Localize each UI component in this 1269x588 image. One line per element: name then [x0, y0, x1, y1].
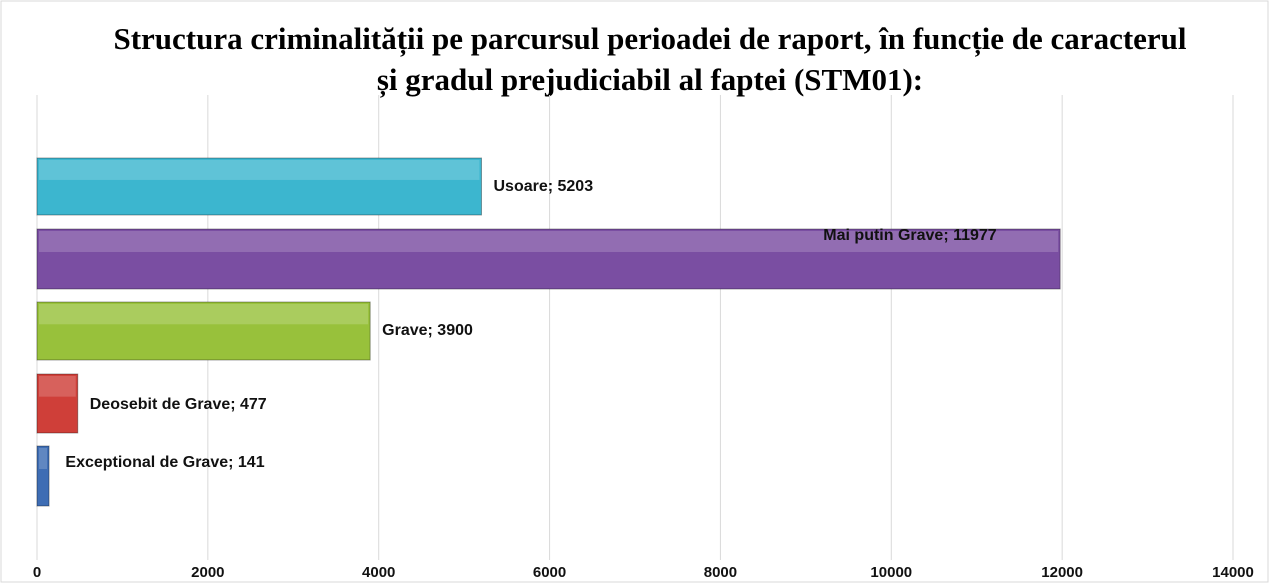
- bar-highlight: [39, 376, 76, 397]
- bar-highlight: [39, 231, 1059, 252]
- data-label: Exceptional de Grave; 141: [65, 454, 265, 471]
- bar: [36, 373, 79, 434]
- title-box: Structura criminalității pe parcursul pe…: [113, 21, 1187, 97]
- bar-highlight: [39, 448, 48, 469]
- x-tick-label: 6000: [533, 564, 566, 581]
- data-label: Deosebit de Grave; 477: [89, 396, 267, 413]
- bar: [36, 228, 1061, 290]
- bar-highlight: [39, 160, 480, 180]
- data-label: Grave; 3900: [382, 322, 473, 339]
- x-tick-label: 10000: [870, 564, 912, 581]
- data-label-box: Exceptional de Grave; 141: [65, 454, 265, 471]
- data-label: Usoare; 5203: [493, 178, 594, 195]
- data-label-box: Usoare; 5203: [493, 178, 594, 195]
- x-tick-label: 8000: [704, 564, 737, 581]
- x-tick-label: 2000: [191, 564, 224, 581]
- data-label-box: Deosebit de Grave; 477: [89, 396, 267, 413]
- bar: [36, 445, 50, 507]
- data-label-box: Grave; 3900: [382, 322, 473, 339]
- bar-highlight: [39, 304, 369, 325]
- bar: [36, 301, 371, 361]
- data-label-box: Mai putin Grave; 11977: [823, 227, 997, 244]
- bar: [36, 157, 482, 216]
- x-tick-label: 12000: [1041, 564, 1083, 581]
- x-tick-label: 4000: [362, 564, 395, 581]
- x-tick-label: 0: [33, 564, 41, 581]
- data-label: Mai putin Grave; 11977: [823, 227, 997, 244]
- chart-title: Structura criminalității pe parcursul pe…: [113, 21, 1187, 97]
- x-tick-label: 14000: [1212, 564, 1254, 581]
